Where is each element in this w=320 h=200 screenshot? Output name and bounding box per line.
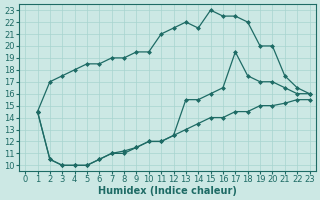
X-axis label: Humidex (Indice chaleur): Humidex (Indice chaleur): [98, 186, 237, 196]
